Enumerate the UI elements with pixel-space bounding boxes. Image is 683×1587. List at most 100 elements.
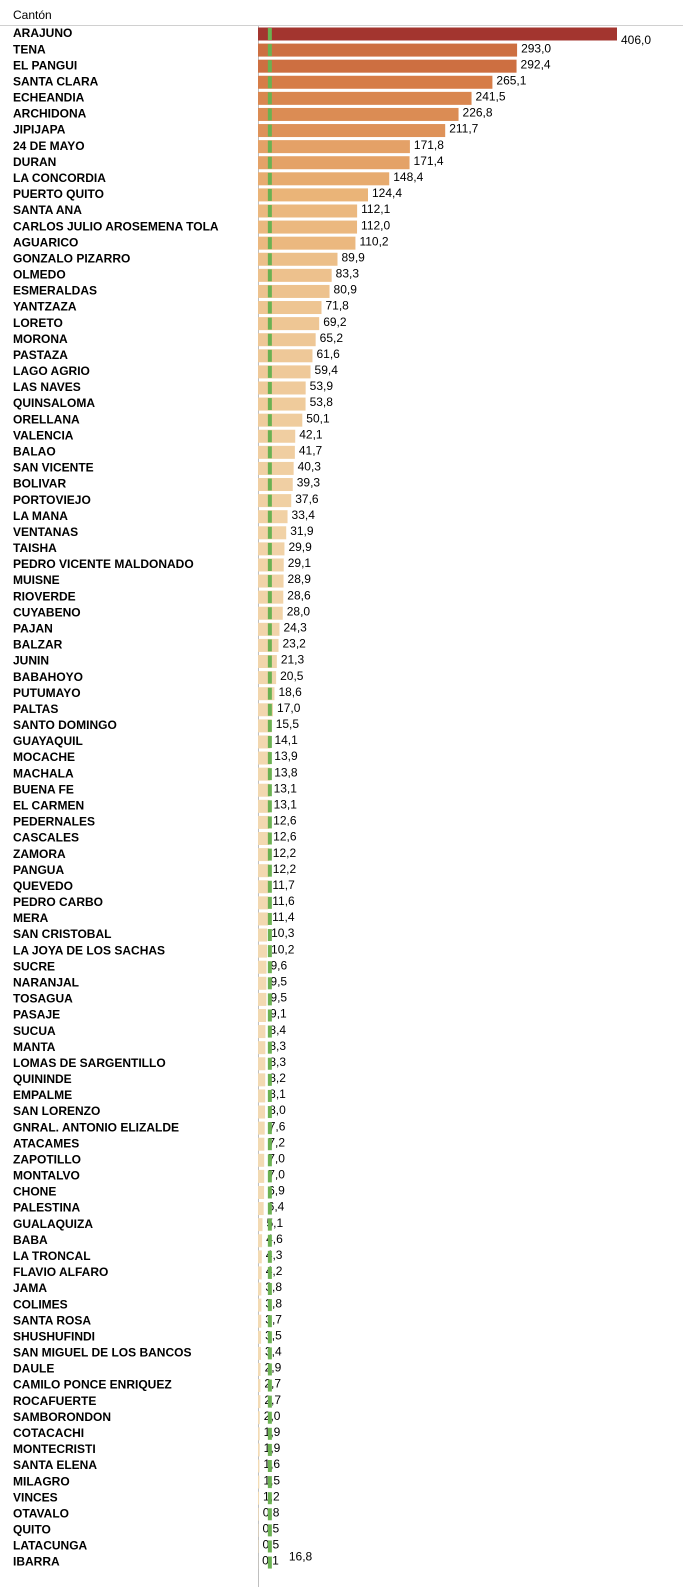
category-label: EL CARMEN	[13, 798, 84, 812]
value-label: 89,9	[341, 250, 365, 264]
bar	[258, 1266, 262, 1280]
bar	[258, 445, 295, 459]
value-label: 18,6	[278, 685, 302, 699]
value-label: 7,0	[268, 1151, 285, 1165]
bar	[258, 220, 358, 234]
category-label: LOMAS DE SARGENTILLO	[13, 1056, 166, 1070]
category-label: SAN VICENTE	[13, 461, 94, 475]
category-label: PASTAZA	[13, 348, 68, 362]
value-label: 29,1	[288, 556, 312, 570]
value-label: 8,4	[269, 1023, 286, 1037]
category-label: PUERTO QUITO	[13, 187, 104, 201]
category-label: MACHALA	[13, 766, 74, 780]
bar	[258, 944, 268, 958]
bar	[258, 1427, 260, 1441]
category-label: ARAJUNO	[13, 26, 72, 40]
bar	[258, 429, 296, 443]
bar	[258, 284, 330, 298]
category-label: GNRAL. ANTONIO ELIZALDE	[13, 1120, 179, 1134]
value-label: 9,5	[270, 991, 287, 1005]
bar	[258, 124, 446, 138]
category-label: BALZAR	[13, 638, 63, 652]
bar	[258, 301, 322, 315]
category-label: TENA	[13, 42, 46, 56]
value-label: 6,9	[268, 1184, 285, 1198]
value-label: 31,9	[290, 524, 314, 538]
value-label: 59,4	[315, 363, 339, 377]
bar	[258, 349, 313, 363]
category-label: ECHEANDIA	[13, 91, 85, 105]
category-label: TAISHA	[13, 541, 57, 555]
bar	[258, 140, 410, 154]
category-label: ATACAMES	[13, 1136, 79, 1150]
value-label: 53,8	[310, 395, 334, 409]
value-label: 2,7	[264, 1377, 281, 1391]
value-label: 33,4	[292, 508, 316, 522]
bar	[258, 896, 269, 910]
category-label: RIOVERDE	[13, 589, 76, 603]
bar	[258, 1041, 266, 1055]
value-label: 2,9	[265, 1361, 282, 1375]
value-label: 12,6	[273, 814, 297, 828]
value-label: 69,2	[323, 315, 347, 329]
category-label: BABAHOYO	[13, 670, 83, 684]
value-label: 29,9	[288, 540, 312, 554]
value-label: 8,1	[269, 1087, 286, 1101]
category-label: LATACUNGA	[13, 1539, 88, 1553]
category-label: TOSAGUA	[13, 992, 73, 1006]
bar	[258, 655, 277, 669]
value-label: 6,4	[268, 1200, 285, 1214]
category-label: OTAVALO	[13, 1506, 69, 1520]
value-label: 80,9	[334, 283, 358, 297]
bar	[258, 687, 275, 701]
value-label: 3,5	[265, 1328, 282, 1342]
bar	[258, 767, 271, 781]
category-label: FLAVIO ALFARO	[13, 1265, 108, 1279]
category-label: SANTA ANA	[13, 203, 82, 217]
bar	[258, 735, 271, 749]
bar	[258, 1459, 260, 1473]
bar	[258, 1218, 263, 1232]
value-label: 83,3	[336, 267, 360, 281]
category-label: PEDRO CARBO	[13, 895, 103, 909]
category-label: ORELLANA	[13, 412, 80, 426]
value-label: 211,7	[449, 122, 478, 136]
category-label: BUENA FE	[13, 782, 74, 796]
category-label: LAS NAVES	[13, 380, 81, 394]
value-label: 21,3	[281, 653, 305, 667]
value-label: 110,2	[359, 234, 388, 248]
category-label: VINCES	[13, 1490, 58, 1504]
bar	[258, 478, 293, 492]
category-label: VENTANAS	[13, 525, 78, 539]
category-label: DAULE	[13, 1362, 54, 1376]
category-label: PANGUA	[13, 863, 64, 877]
value-label: 1,6	[263, 1457, 280, 1471]
bar	[258, 1362, 261, 1376]
category-label: COTACACHI	[13, 1426, 84, 1440]
category-label: AGUARICO	[13, 235, 78, 249]
value-label: 13,1	[274, 797, 298, 811]
category-label: SANTO DOMINGO	[13, 718, 117, 732]
value-label: 3,4	[265, 1345, 282, 1359]
category-label: ZAPOTILLO	[13, 1152, 81, 1166]
bar	[258, 1475, 260, 1489]
value-label: 9,5	[270, 974, 287, 988]
value-label: 7,2	[268, 1135, 285, 1149]
value-label: 13,9	[274, 749, 298, 763]
category-label: PORTOVIEJO	[13, 493, 91, 507]
bar	[258, 751, 271, 765]
category-label: CARLOS JULIO AROSEMENA TOLA	[13, 219, 219, 233]
category-label: LAGO AGRIO	[13, 364, 90, 378]
category-label: PUTUMAYO	[13, 686, 81, 700]
bar	[258, 1411, 260, 1425]
bar	[258, 799, 270, 813]
bar	[258, 526, 287, 540]
value-label: 241,5	[476, 90, 506, 104]
bar	[258, 365, 311, 379]
bar	[258, 1346, 262, 1360]
category-label: CASCALES	[13, 831, 79, 845]
category-label: MILAGRO	[13, 1474, 70, 1488]
value-label: 11,6	[272, 894, 295, 908]
bar	[258, 1185, 265, 1199]
bar	[258, 413, 303, 427]
